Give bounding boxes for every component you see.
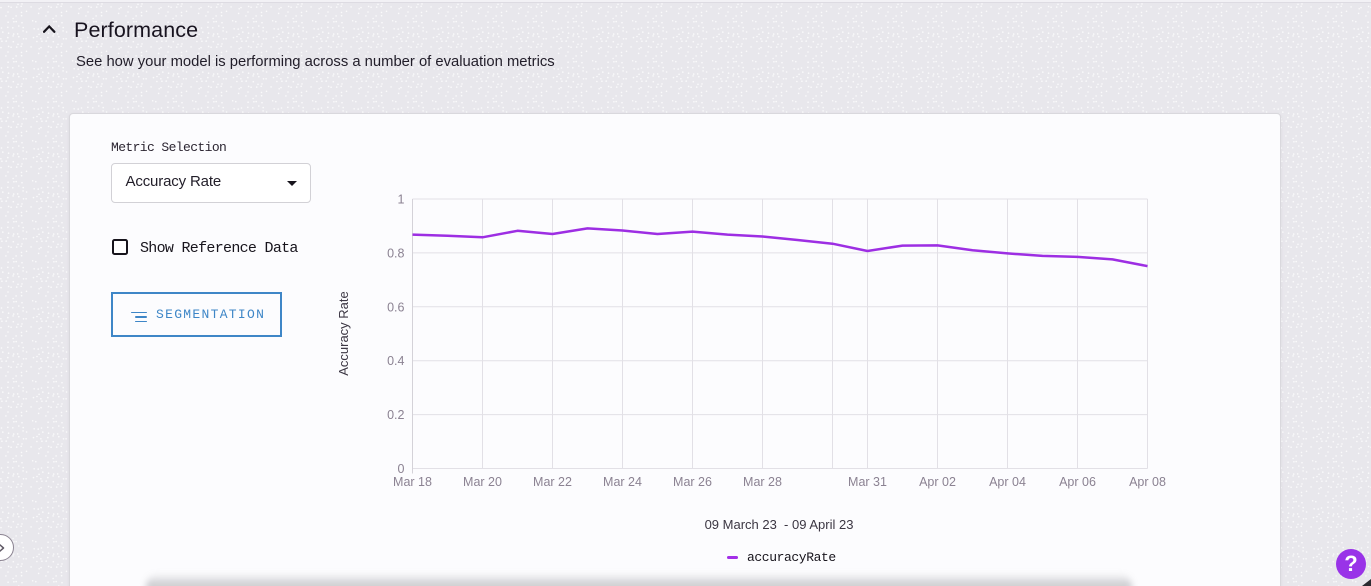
svg-text:0.2: 0.2 xyxy=(387,408,404,422)
svg-text:Accuracy Rate: Accuracy Rate xyxy=(336,291,351,376)
svg-text:Mar 20: Mar 20 xyxy=(463,475,502,489)
svg-text:0.4: 0.4 xyxy=(387,354,404,368)
svg-text:Apr 08: Apr 08 xyxy=(1129,475,1166,489)
svg-text:1: 1 xyxy=(398,193,405,207)
svg-text:Apr 06: Apr 06 xyxy=(1059,475,1096,489)
svg-text:Mar 26: Mar 26 xyxy=(673,475,712,489)
svg-text:Mar 22: Mar 22 xyxy=(533,475,572,489)
svg-text:Apr 02: Apr 02 xyxy=(919,475,956,489)
svg-text:0.8: 0.8 xyxy=(387,246,404,260)
svg-text:0.6: 0.6 xyxy=(387,300,404,314)
svg-text:Mar 28: Mar 28 xyxy=(743,475,782,489)
svg-text:Mar 24: Mar 24 xyxy=(603,475,642,489)
svg-text:Apr 04: Apr 04 xyxy=(989,475,1026,489)
svg-text:Mar 31: Mar 31 xyxy=(848,475,887,489)
svg-text:Mar 18: Mar 18 xyxy=(393,475,432,489)
svg-text:0: 0 xyxy=(398,462,405,476)
